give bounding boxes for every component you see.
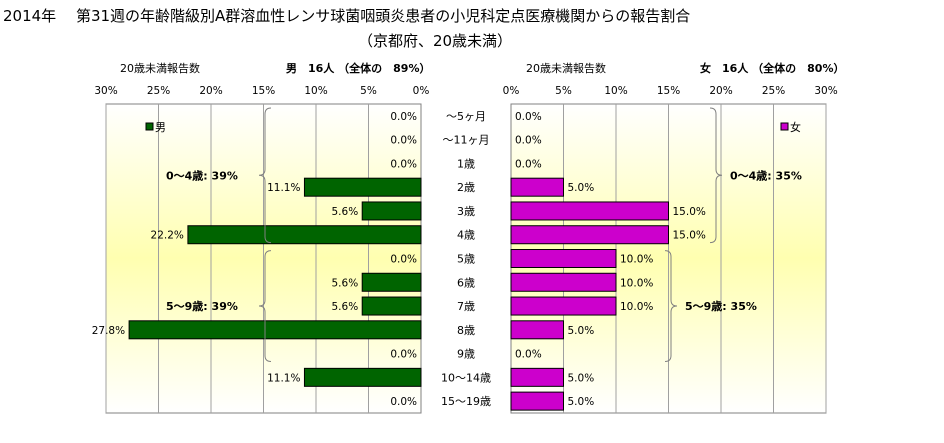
x-tick-label: 5% xyxy=(360,85,377,97)
age-category-labels: ～5ヶ月 ～11ヶ月 1歳 2歳 3歳 4歳 5歳 6歳 7歳 8歳 9歳 10～14歳 15～19歳 xyxy=(441,110,491,408)
category-label: 15～19歳 xyxy=(441,395,491,408)
group-label: 5～9歳: 39% xyxy=(166,299,238,313)
axis-title: 20歳未満報告数 xyxy=(526,62,606,75)
chart-title-line2: （京都府、20歳未満） xyxy=(358,32,512,50)
data-label: 5.6% xyxy=(332,277,359,289)
data-label: 11.1% xyxy=(267,182,300,194)
female-panel: 0% 5% 10% 15% 20% 25% 30% 20歳未満報告数 女 16人 （全体の 80… xyxy=(503,61,844,414)
bar xyxy=(187,225,422,245)
data-label: 0.0% xyxy=(515,111,542,123)
category-label: 3歳 xyxy=(457,205,475,218)
category-label: 6歳 xyxy=(457,276,475,289)
data-label: 0.0% xyxy=(390,135,417,147)
category-label: ～11ヶ月 xyxy=(443,134,490,147)
bar xyxy=(361,296,422,316)
data-label: 10.0% xyxy=(620,254,653,266)
group-brace xyxy=(709,107,723,244)
chart-title-line1: 2014年 第31週の年齢階級別A群溶血性レンサ球菌咽頭炎患者の小児科定点医療機… xyxy=(3,7,690,25)
x-tick-label: 10% xyxy=(604,85,627,97)
category-label: 10～14歳 xyxy=(441,371,491,384)
x-tick-label: 0% xyxy=(413,85,430,97)
group-label: 0～4歳: 39% xyxy=(166,168,238,182)
x-tick-label: 30% xyxy=(94,85,117,97)
x-tick-label: 25% xyxy=(147,85,170,97)
bar xyxy=(510,272,617,292)
bar xyxy=(510,391,564,411)
data-label: 5.0% xyxy=(568,396,595,408)
data-label: 15.0% xyxy=(673,230,706,242)
axis-title: 20歳未満報告数 xyxy=(120,62,200,75)
legend-swatch xyxy=(780,122,789,131)
legend-swatch xyxy=(145,122,154,131)
bar xyxy=(303,177,422,197)
data-label: 27.8% xyxy=(92,325,125,337)
bar xyxy=(510,296,617,316)
x-tick-label: 5% xyxy=(555,85,572,97)
x-tick-label: 25% xyxy=(762,85,785,97)
data-label: 0.0% xyxy=(390,111,417,123)
data-label: 5.0% xyxy=(568,372,595,384)
bar xyxy=(303,367,422,387)
group-brace xyxy=(258,107,272,244)
category-label: ～5ヶ月 xyxy=(446,110,486,123)
group-brace xyxy=(258,250,272,362)
bar xyxy=(510,201,669,221)
category-label: 1歳 xyxy=(457,157,475,170)
bar xyxy=(128,320,422,340)
data-label: 11.1% xyxy=(267,372,300,384)
data-label: 0.0% xyxy=(390,158,417,170)
bar xyxy=(361,201,422,221)
x-tick-label: 0% xyxy=(503,85,520,97)
data-label: 5.0% xyxy=(568,182,595,194)
data-label: 0.0% xyxy=(515,349,542,361)
group-label: 0～4歳: 35% xyxy=(730,168,802,182)
category-label: 2歳 xyxy=(457,181,475,194)
data-label: 15.0% xyxy=(673,206,706,218)
male-panel: 0% 5% 10% 15% 20% 25% 30%20歳未満報告数 男 16人 （全体の 89… xyxy=(92,61,430,414)
bar xyxy=(510,320,564,340)
category-label: 4歳 xyxy=(457,229,475,242)
data-label: 5.6% xyxy=(332,301,359,313)
data-label: 0.0% xyxy=(390,349,417,361)
data-label: 10.0% xyxy=(620,277,653,289)
data-label: 22.2% xyxy=(151,230,184,242)
x-tick-label: 10% xyxy=(304,85,327,97)
group-label: 5～9歳: 35% xyxy=(685,299,757,313)
bar xyxy=(510,249,617,268)
bar xyxy=(510,225,669,245)
x-tick-label: 20% xyxy=(199,85,222,97)
legend-label: 男 xyxy=(155,121,166,134)
data-label: 5.6% xyxy=(332,206,359,218)
x-tick-label: 15% xyxy=(252,85,275,97)
category-label: 7歳 xyxy=(457,300,475,313)
panel-title: 男 16人 （全体の 89%） xyxy=(286,61,430,75)
data-label: 0.0% xyxy=(515,135,542,147)
legend-label: 女 xyxy=(790,120,801,134)
bar xyxy=(361,272,422,292)
x-tick-label: 30% xyxy=(814,85,837,97)
x-tick-label: 20% xyxy=(709,85,732,97)
data-label: 0.0% xyxy=(390,254,417,266)
data-label: 0.0% xyxy=(515,158,542,170)
group-brace xyxy=(664,250,678,362)
category-label: 8歳 xyxy=(457,324,475,337)
data-label: 5.0% xyxy=(568,325,595,337)
bar xyxy=(510,177,564,197)
panel-title: 女 16人 （全体の 80%） xyxy=(700,61,844,75)
x-tick-label: 15% xyxy=(657,85,680,97)
data-label: 0.0% xyxy=(390,396,417,408)
data-label: 10.0% xyxy=(620,301,653,313)
category-label: 5歳 xyxy=(457,253,475,266)
bar xyxy=(510,367,564,387)
category-label: 9歳 xyxy=(457,348,475,361)
